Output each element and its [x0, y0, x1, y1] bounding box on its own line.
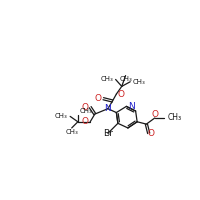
Text: CH₃: CH₃: [119, 76, 132, 82]
Text: CH₃: CH₃: [55, 113, 68, 119]
Text: O: O: [148, 129, 155, 138]
Text: O: O: [95, 94, 102, 103]
Text: CH₃: CH₃: [65, 129, 78, 135]
Text: CH₃: CH₃: [101, 76, 113, 82]
Text: O: O: [82, 103, 89, 112]
Text: Br: Br: [103, 129, 113, 138]
Text: O: O: [82, 117, 89, 126]
Text: N: N: [128, 102, 135, 111]
Text: CH₃: CH₃: [167, 113, 181, 122]
Text: N: N: [105, 104, 111, 113]
Text: O: O: [151, 110, 158, 119]
Text: O: O: [118, 90, 125, 99]
Text: CH₃: CH₃: [133, 79, 145, 85]
Text: CH₃: CH₃: [79, 108, 92, 114]
